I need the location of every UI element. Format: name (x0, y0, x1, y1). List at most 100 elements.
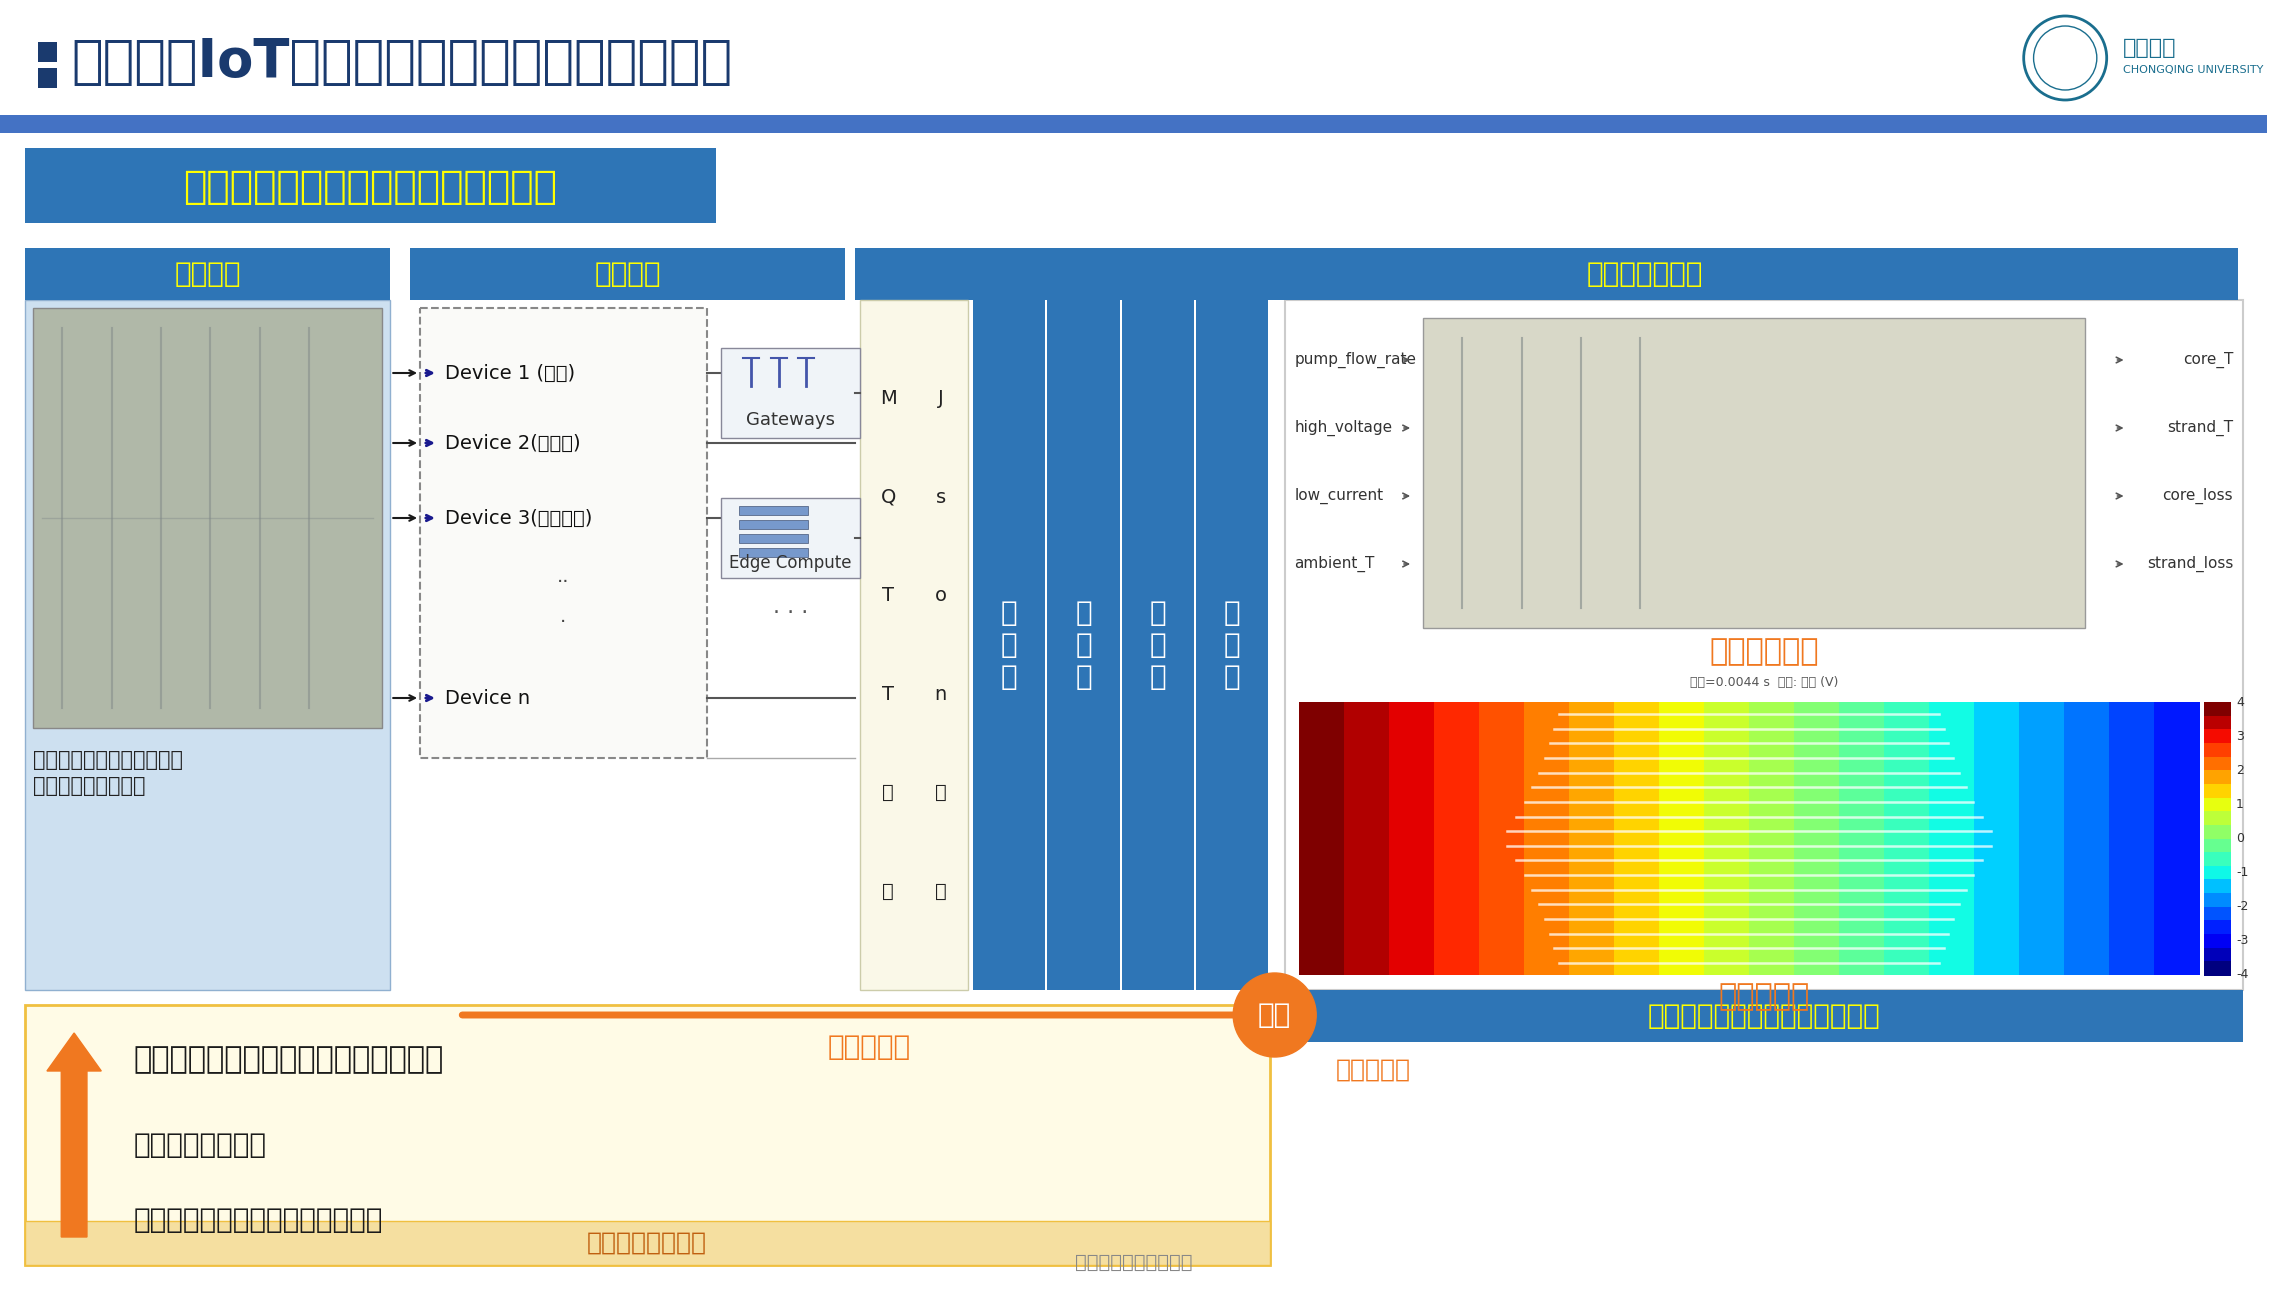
Bar (1704, 702, 1750, 975)
Bar (1615, 702, 1661, 975)
Bar (2205, 784, 2232, 799)
Text: strand_T: strand_T (2168, 421, 2232, 436)
Bar (1390, 702, 1436, 975)
Bar (25, 1005, 1271, 1265)
Text: 实时场分布: 实时场分布 (1718, 983, 1810, 1011)
Bar (1434, 702, 1480, 975)
Text: ..: .. (557, 566, 569, 586)
Bar (2205, 729, 2232, 744)
Bar (1285, 989, 2244, 1042)
Text: Gateways: Gateways (746, 412, 835, 430)
FancyArrow shape (46, 1033, 101, 1237)
Text: 时刻=0.0044 s  量图: 电势 (V): 时刻=0.0044 s 量图: 电势 (V) (1691, 676, 1837, 689)
Bar (1285, 301, 2244, 989)
Bar (739, 520, 807, 529)
Text: 工业互联网平台: 工业互联网平台 (1587, 261, 1704, 288)
Text: Edge Compute: Edge Compute (729, 553, 851, 571)
Text: CHONGQING UNIVERSITY: CHONGQING UNIVERSITY (2122, 64, 2262, 75)
Bar (2108, 702, 2154, 975)
Bar (860, 301, 968, 989)
Bar (1523, 702, 1569, 975)
Text: T: T (883, 586, 895, 605)
Bar (420, 308, 707, 759)
Text: 平台上多物理场实时计算与显示: 平台上多物理场实时计算与显示 (1647, 1002, 1881, 1029)
Bar (1883, 702, 1929, 975)
Text: 2: 2 (2237, 764, 2244, 777)
Bar (1480, 702, 1526, 975)
Bar (2205, 934, 2232, 948)
Text: 多物理场实时算法: 多物理场实时算法 (133, 1131, 266, 1158)
Text: 3: 3 (2237, 730, 2244, 743)
Bar (25, 1222, 1271, 1265)
Text: strand_loss: strand_loss (2147, 556, 2232, 571)
Bar (32, 308, 383, 728)
Text: 多物理场仿真模型＋三维实景模型: 多物理场仿真模型＋三维实景模型 (133, 1206, 383, 1235)
Bar (2205, 811, 2232, 826)
Bar (25, 148, 716, 223)
Text: 应
用
层: 应 用 层 (1223, 599, 1241, 691)
Text: 数字孪生模型（数据驱动＋模型驱动）: 数字孪生模型（数据驱动＋模型驱动） (133, 1045, 443, 1075)
Text: M: M (881, 390, 897, 408)
Bar (2205, 716, 2232, 730)
Text: core_T: core_T (2184, 352, 2232, 368)
Text: T: T (883, 685, 895, 704)
Text: -3: -3 (2237, 934, 2248, 947)
Text: 三、基于IoT的电力装备数字孪生模型与实现: 三、基于IoT的电力装备数字孪生模型与实现 (71, 36, 732, 88)
Text: 多物理场仿真软件: 多物理场仿真软件 (587, 1231, 707, 1255)
Bar (2205, 743, 2232, 757)
Text: -2: -2 (2237, 900, 2248, 913)
Bar (1929, 702, 1975, 975)
Text: .: . (560, 606, 567, 626)
Text: o: o (934, 586, 947, 605)
Bar (2154, 702, 2200, 975)
Bar (2205, 757, 2232, 771)
Bar (2205, 838, 2232, 853)
Text: 遥测数据流: 遥测数据流 (828, 1033, 911, 1060)
Text: 油温、流速、压力等: 油温、流速、压力等 (32, 777, 145, 796)
Bar (1122, 301, 1193, 989)
Text: ambient_T: ambient_T (1294, 556, 1374, 571)
Bar (2205, 948, 2232, 962)
Text: -1: -1 (2237, 866, 2248, 878)
Text: 0: 0 (2237, 832, 2244, 845)
Text: 式: 式 (936, 882, 947, 900)
Bar (856, 248, 2239, 301)
Bar (25, 248, 390, 301)
Bar (2205, 907, 2232, 921)
Text: Device 3(边缘设备): Device 3(边缘设备) (445, 508, 592, 528)
Text: 感
知
层: 感 知 层 (1000, 599, 1019, 691)
Bar (739, 506, 807, 515)
Bar (1195, 301, 1269, 989)
Text: 格: 格 (936, 783, 947, 802)
Text: pump_flow_rate: pump_flow_rate (1294, 352, 1415, 368)
Bar (1569, 702, 1615, 975)
Text: 数字孪生模型: 数字孪生模型 (1709, 637, 1819, 667)
Text: core_loss: core_loss (2163, 488, 2232, 504)
Bar (1794, 702, 1840, 975)
Bar (1973, 702, 2019, 975)
Text: s: s (936, 488, 945, 507)
Text: -4: -4 (2237, 969, 2248, 982)
Text: high_voltage: high_voltage (1294, 421, 1392, 436)
Bar (37, 68, 57, 88)
Bar (1048, 301, 1119, 989)
Text: 集成: 集成 (1257, 1001, 1292, 1029)
Text: · · ·: · · · (773, 602, 807, 623)
Text: 电力装备多物理场数字孪生技术路线: 电力装备多物理场数字孪生技术路线 (184, 168, 557, 206)
Bar (973, 301, 1046, 989)
Bar (1659, 702, 1704, 975)
Bar (2205, 853, 2232, 867)
Text: 重庆大学: 重庆大学 (2122, 37, 2177, 58)
Text: Device 1 (直连): Device 1 (直连) (445, 364, 576, 383)
Bar (0, 115, 2266, 133)
Bar (2205, 880, 2232, 894)
Bar (739, 534, 807, 543)
Bar (37, 43, 57, 62)
Text: J: J (938, 390, 943, 408)
Text: 平
台
层: 平 台 层 (1149, 599, 1165, 691)
Bar (739, 548, 807, 557)
Bar (2205, 770, 2232, 784)
Bar (2205, 797, 2232, 813)
Text: Device n: Device n (445, 689, 530, 707)
Bar (1840, 702, 1886, 975)
